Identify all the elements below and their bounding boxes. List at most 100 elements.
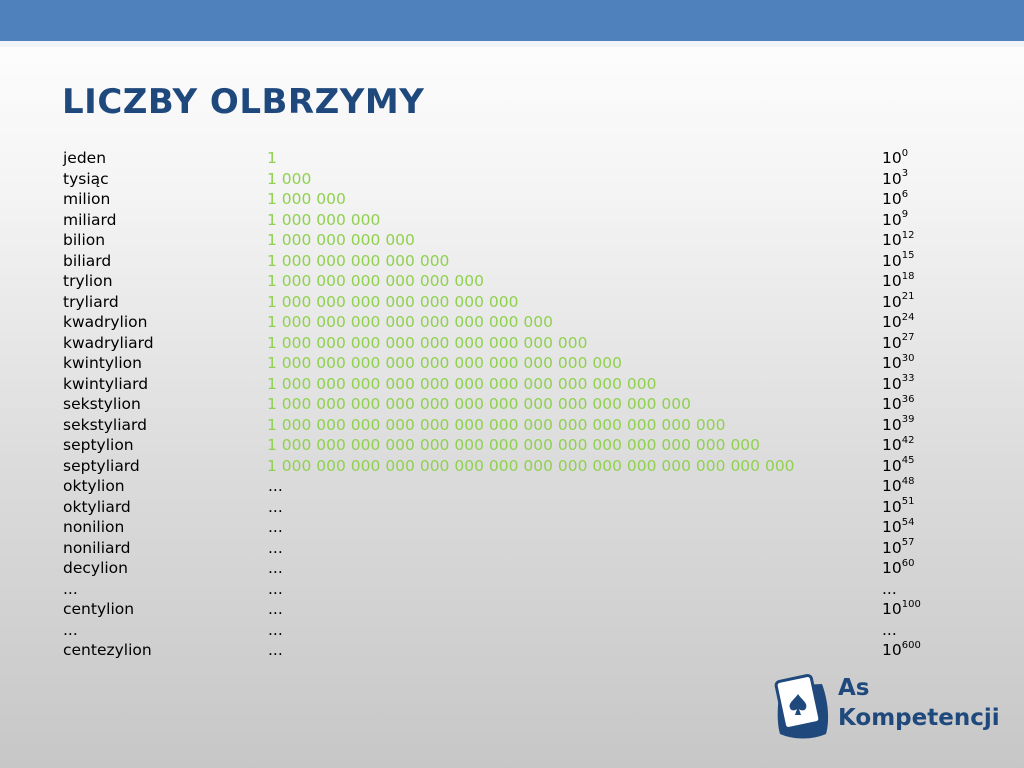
power-of-ten: ...	[882, 620, 897, 641]
power-of-ten: 1057	[882, 538, 914, 559]
power-exponent: 24	[901, 311, 915, 323]
page-title: LICZBY OLBRZYMY	[62, 82, 425, 122]
power-exponent: 54	[901, 516, 915, 528]
power-of-ten: 1024	[882, 312, 914, 333]
number-name: sekstyliard	[63, 415, 147, 434]
table-row: sekstylion 1 000 000 000 000 000 000 000 …	[63, 394, 963, 415]
logo: As Kompetencji	[768, 672, 1000, 744]
number-name: trylion	[63, 272, 113, 290]
power-base: 10	[882, 559, 902, 577]
power-base: 10	[882, 600, 902, 618]
power-base: 10	[882, 231, 902, 249]
table-row: noniliard... 1057	[63, 538, 963, 559]
table-row: nonilion... 1054	[63, 517, 963, 538]
power-base: 10	[882, 272, 902, 290]
power-of-ten: 1051	[882, 497, 914, 518]
power-of-ten: 103	[882, 169, 908, 190]
power-base: 10	[882, 436, 902, 454]
number-name: bilion	[63, 231, 106, 249]
number-value: 1 000 000 000 000 000 000 000 000 000 00…	[267, 415, 726, 434]
power-exponent: 18	[901, 270, 915, 282]
number-value: 1 000 000 000 000 000 000 000 000 000 00…	[267, 456, 795, 475]
power-exponent: 0	[901, 147, 909, 159]
number-value: ...	[268, 538, 283, 557]
power-base: ...	[882, 620, 897, 639]
number-value: 1 000 000 000 000 000 000 000 000 000 00…	[267, 354, 622, 372]
power-exponent: 100	[901, 598, 921, 610]
number-name: jeden	[63, 149, 107, 167]
number-name: oktyliard	[63, 497, 131, 516]
logo-text: As Kompetencji	[838, 674, 1000, 734]
number-value: ...	[268, 579, 283, 598]
number-value: 1 000 000 000	[267, 210, 381, 229]
power-base: 10	[882, 518, 902, 536]
number-name: kwadrylion	[63, 313, 148, 331]
table-row: septyliard 1 000 000 000 000 000 000 000 …	[63, 456, 963, 477]
power-of-ten: 1036	[882, 394, 914, 415]
table-row: milion 1 000 000 106	[63, 189, 963, 210]
table-row: septylion 1 000 000 000 000 000 000 000 0…	[63, 435, 963, 456]
number-name: kwadryliard	[63, 333, 154, 352]
number-name: kwintyliard	[63, 374, 149, 393]
table-row: kwadryliard 1 000 000 000 000 000 000 000…	[63, 333, 963, 354]
power-exponent: 51	[901, 496, 915, 508]
power-exponent: 30	[901, 352, 915, 364]
number-name: tryliard	[63, 292, 119, 311]
power-base: 10	[882, 190, 902, 208]
power-of-ten: 1015	[882, 251, 914, 272]
power-base: 10	[882, 641, 902, 659]
number-value: 1 000 000 000 000 000	[267, 251, 450, 270]
number-value: ...	[268, 518, 283, 536]
power-of-ten: ...	[882, 579, 897, 600]
table-row: decylion... 1060	[63, 558, 963, 579]
power-base: 10	[882, 169, 902, 188]
power-base: 10	[882, 354, 902, 372]
power-of-ten: 109	[882, 210, 908, 231]
power-of-ten: 1042	[882, 435, 914, 456]
table-row: kwintylion 1 000 000 000 000 000 000 000 …	[63, 353, 963, 374]
power-of-ten: 1027	[882, 333, 914, 354]
number-name: biliard	[63, 251, 112, 270]
table-row: .........	[63, 620, 963, 641]
power-of-ten: 1012	[882, 230, 914, 251]
power-exponent: 33	[901, 373, 915, 385]
number-name: centezylion	[63, 641, 152, 659]
power-exponent: 60	[901, 557, 915, 569]
table-row: trylion 1 000 000 000 000 000 000 1018	[63, 271, 963, 292]
power-of-ten: 106	[882, 189, 908, 210]
logo-line1: As	[838, 675, 870, 701]
table-row: .........	[63, 579, 963, 600]
power-of-ten: 1045	[882, 456, 914, 477]
power-of-ten: 1030	[882, 353, 914, 374]
power-base: 10	[882, 313, 902, 331]
power-exponent: 57	[901, 537, 915, 549]
table-row: bilion 1 000 000 000 000 1012	[63, 230, 963, 251]
power-of-ten: 1018	[882, 271, 914, 292]
power-base: 10	[882, 456, 902, 475]
number-value: ...	[268, 477, 283, 495]
power-of-ten: 1021	[882, 292, 914, 313]
power-of-ten: 1033	[882, 374, 914, 395]
power-base: 10	[882, 292, 902, 311]
power-base: 10	[882, 374, 902, 393]
number-value: 1 000 000 000 000 000 000 000	[267, 292, 519, 311]
power-of-ten: 1039	[882, 415, 914, 436]
power-exponent: 15	[901, 250, 915, 262]
number-value: ...	[268, 497, 283, 516]
power-of-ten: 1054	[882, 517, 914, 538]
number-value: 1 000 000 000 000 000 000 000 000 000 00…	[267, 374, 657, 393]
number-value: 1 000 000 000 000 000 000 000 000	[267, 313, 553, 331]
table-row: sekstyliard 1 000 000 000 000 000 000 000…	[63, 415, 963, 436]
number-value: 1 000 000 000 000 000 000 000 000 000 00…	[267, 436, 761, 454]
power-exponent: 39	[901, 414, 915, 426]
table-row: kwintyliard 1 000 000 000 000 000 000 000…	[63, 374, 963, 395]
number-name: sekstylion	[63, 395, 141, 413]
number-name: decylion	[63, 559, 128, 577]
power-base: 10	[882, 415, 902, 434]
number-value: ...	[268, 559, 283, 577]
power-exponent: 42	[901, 434, 915, 446]
power-exponent: 9	[901, 209, 909, 221]
power-of-ten: 10600	[882, 640, 921, 661]
power-base: 10	[882, 210, 902, 229]
number-value: ...	[268, 641, 283, 659]
